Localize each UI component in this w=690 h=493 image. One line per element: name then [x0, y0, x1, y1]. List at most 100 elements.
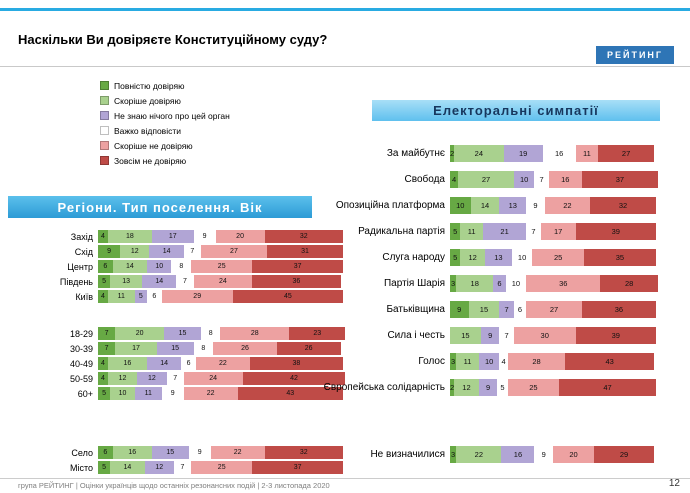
row-label: Місто — [69, 462, 93, 473]
footer-divider — [0, 478, 690, 479]
bar-segment: 42 — [242, 372, 346, 385]
chart-row: Київ 4 11 5 6 29 45 — [8, 290, 345, 303]
stacked-bar: 6 16 15 9 22 32 — [98, 446, 343, 459]
bar-segment: 29 — [161, 290, 233, 303]
bar-segment: 3 — [450, 353, 457, 370]
bar-segment: 13 — [499, 197, 527, 214]
bar-segment: 30 — [513, 327, 576, 344]
legend-item: Скоріше довіряю — [100, 93, 230, 108]
legend-swatch — [100, 156, 109, 165]
bar-segment: 6 — [181, 357, 196, 370]
legend-swatch — [100, 141, 109, 150]
row-label: Опозиційна платформа — [335, 200, 445, 211]
stacked-bar: 4 12 12 7 24 42 — [98, 372, 346, 385]
chart-row: Слуга народу 5 12 13 10 25 35 — [300, 249, 658, 266]
header-divider — [0, 66, 690, 67]
chart-group: 18-29 7 20 15 8 28 23 30-39 7 17 15 8 26 26 40-49 4 16 14… — [8, 327, 346, 400]
chart-group: Не визначилися 3 22 16 9 20 29 — [300, 446, 658, 463]
bar-segment: 9 — [526, 197, 545, 214]
bar-segment: 16 — [107, 357, 147, 370]
chart-group: Село 6 16 15 9 22 32 Місто 5 14 12 7 25 37 — [8, 446, 345, 474]
bar-segment: 31 — [267, 245, 343, 258]
chart-row: Схід 9 12 14 7 27 31 — [8, 245, 345, 258]
bar-segment: 12 — [460, 249, 486, 266]
bar-segment: 12 — [144, 461, 174, 474]
bar-segment: 7 — [98, 327, 116, 340]
row-label: Радикальна партія — [358, 226, 445, 237]
bar-segment: 9 — [193, 230, 216, 243]
bar-segment: 7 — [526, 223, 541, 240]
bar-segment: 11 — [107, 290, 135, 303]
chart-row: Сила і честь 15 9 7 30 39 — [300, 327, 658, 344]
bar-segment: 25 — [507, 379, 560, 396]
bar-segment: 12 — [454, 379, 479, 396]
row-label: Слуга народу — [382, 252, 445, 263]
bar-segment: 8 — [171, 260, 192, 273]
bar-segment: 7 — [499, 327, 514, 344]
page-number: 12 — [668, 478, 680, 489]
legend-label: Скоріше довіряю — [114, 95, 181, 106]
row-label: 30-39 — [69, 343, 93, 354]
bar-segment: 22 — [210, 446, 265, 459]
chart-row: Радикальна партія 5 11 21 7 17 39 — [300, 223, 658, 240]
bar-segment: 39 — [575, 223, 656, 240]
bar-segment: 6 — [513, 301, 527, 318]
stacked-bar: 2 12 9 5 25 47 — [450, 379, 656, 396]
stacked-bar: 9 15 7 6 27 36 — [450, 301, 656, 318]
stacked-bar: 5 10 11 9 22 43 — [98, 387, 343, 400]
bar-segment: 6 — [493, 275, 506, 292]
chart-row: Не визначилися 3 22 16 9 20 29 — [300, 446, 658, 463]
row-label: 60+ — [77, 388, 93, 399]
legend-swatch — [100, 81, 109, 90]
row-label: Голос — [418, 356, 445, 367]
legend-item: Повністю довіряю — [100, 78, 230, 93]
bar-segment: 7 — [173, 461, 192, 474]
legend-swatch — [100, 96, 109, 105]
bar-segment: 13 — [485, 249, 512, 266]
bar-segment: 26 — [276, 342, 341, 355]
bar-segment: 18 — [456, 275, 494, 292]
bar-segment: 16 — [542, 145, 576, 162]
bar-segment: 10 — [513, 171, 535, 188]
bar-segment: 32 — [264, 446, 343, 459]
legend-swatch — [100, 126, 109, 135]
bar-segment: 10 — [146, 260, 172, 273]
right-chart: За майбутнє 2 24 19 16 11 27 Свобода 4 27 10 7 16 37 О… — [300, 145, 659, 472]
bar-segment: 24 — [193, 275, 253, 288]
chart-row: Партія Шарія 3 18 6 10 36 28 — [300, 275, 659, 292]
bar-segment: 9 — [161, 387, 184, 400]
bar-segment: 5 — [98, 461, 111, 474]
bar-segment: 32 — [590, 197, 656, 214]
legend-label: Скоріше не довіряю — [114, 140, 193, 151]
bar-segment: 28 — [600, 275, 659, 292]
stacked-bar: 2 24 19 16 11 27 — [450, 145, 654, 162]
bar-segment: 9 — [478, 379, 498, 396]
bar-segment: 17 — [115, 342, 157, 355]
chart-row: Опозиційна платформа 10 14 13 9 22 32 — [300, 197, 658, 214]
bar-segment: 25 — [191, 461, 253, 474]
bar-segment: 3 — [450, 275, 457, 292]
stacked-bar: 5 12 13 10 25 35 — [450, 249, 656, 266]
row-label: Південь — [59, 276, 93, 287]
bar-segment: 26 — [213, 342, 277, 355]
bar-segment: 37 — [252, 461, 343, 474]
bar-segment: 17 — [151, 230, 194, 243]
bar-segment: 4 — [98, 372, 108, 385]
right-chart-title: Електоральні симпатії — [372, 100, 660, 121]
chart-row: Голос 3 11 10 4 28 43 — [300, 353, 658, 370]
chart-row: Центр 6 14 10 8 25 37 — [8, 260, 345, 273]
row-label: Центр — [67, 261, 93, 272]
bar-segment: 5 — [98, 387, 111, 400]
bar-segment: 9 — [450, 301, 469, 318]
bar-segment: 15 — [151, 446, 189, 459]
legend-item: Скоріше не довіряю — [100, 138, 230, 153]
bar-segment: 5 — [497, 379, 508, 396]
bar-segment: 4 — [450, 171, 459, 188]
stacked-bar: 9 12 14 7 27 31 — [98, 245, 343, 258]
legend-label: Зовсім не довіряю — [114, 155, 187, 166]
bar-segment: 17 — [540, 223, 576, 240]
bar-segment: 13 — [110, 275, 143, 288]
bar-segment: 4 — [98, 357, 108, 370]
bar-segment: 27 — [598, 145, 654, 162]
